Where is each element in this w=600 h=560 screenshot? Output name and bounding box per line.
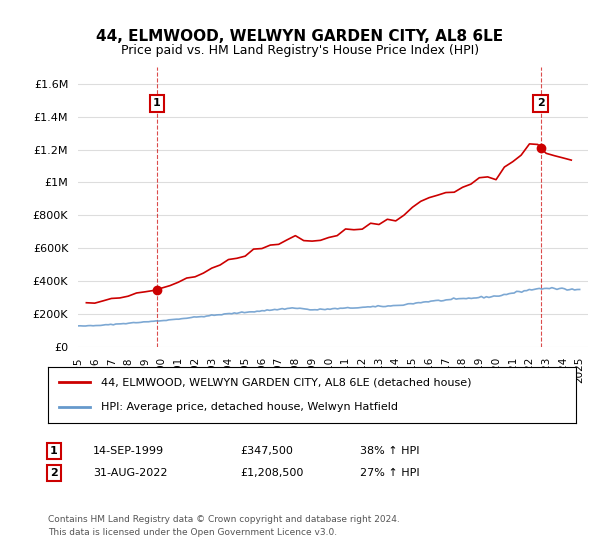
Text: 1: 1	[50, 446, 58, 456]
Text: 44, ELMWOOD, WELWYN GARDEN CITY, AL8 6LE: 44, ELMWOOD, WELWYN GARDEN CITY, AL8 6LE	[97, 29, 503, 44]
Text: 14-SEP-1999: 14-SEP-1999	[93, 446, 164, 456]
Text: 2: 2	[536, 99, 544, 109]
Text: £347,500: £347,500	[240, 446, 293, 456]
Text: 31-AUG-2022: 31-AUG-2022	[93, 468, 167, 478]
Text: HPI: Average price, detached house, Welwyn Hatfield: HPI: Average price, detached house, Welw…	[101, 402, 398, 412]
Text: £1,208,500: £1,208,500	[240, 468, 304, 478]
Text: 27% ↑ HPI: 27% ↑ HPI	[360, 468, 419, 478]
Text: 1: 1	[153, 99, 161, 109]
Text: 38% ↑ HPI: 38% ↑ HPI	[360, 446, 419, 456]
Text: 44, ELMWOOD, WELWYN GARDEN CITY, AL8 6LE (detached house): 44, ELMWOOD, WELWYN GARDEN CITY, AL8 6LE…	[101, 377, 472, 388]
Text: Price paid vs. HM Land Registry's House Price Index (HPI): Price paid vs. HM Land Registry's House …	[121, 44, 479, 57]
Text: 2: 2	[50, 468, 58, 478]
Text: Contains HM Land Registry data © Crown copyright and database right 2024.
This d: Contains HM Land Registry data © Crown c…	[48, 515, 400, 536]
